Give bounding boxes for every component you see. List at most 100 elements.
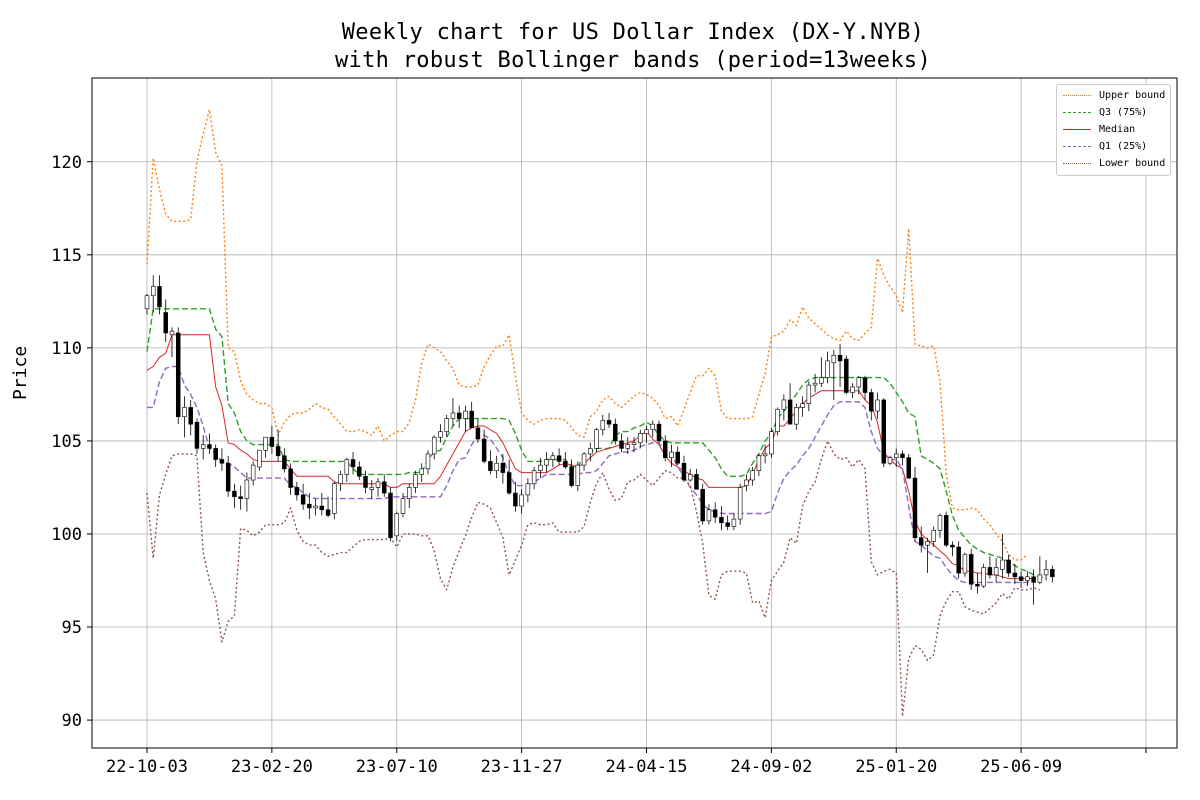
- candle-body: [369, 487, 375, 490]
- candlestick: [656, 420, 662, 443]
- candle-body: [388, 492, 393, 538]
- candle-body: [350, 459, 356, 468]
- candle-body: [694, 474, 699, 490]
- candlestick: [407, 483, 412, 508]
- candlestick: [750, 466, 755, 486]
- y-axis-label: Price: [10, 345, 31, 400]
- candle-body: [681, 462, 687, 481]
- candlestick: [906, 453, 911, 479]
- candle-body: [700, 489, 705, 522]
- candle-body: [469, 410, 474, 429]
- candle-body: [207, 444, 212, 449]
- x-tick-label: 24-04-15: [606, 757, 688, 777]
- candle-body: [500, 462, 506, 473]
- candlestick: [475, 418, 481, 443]
- candlestick: [700, 483, 705, 525]
- candlestick: [157, 275, 162, 315]
- candle-body: [775, 408, 780, 432]
- candle-body: [918, 537, 924, 546]
- candlestick: [762, 444, 768, 464]
- candlestick: [850, 383, 855, 399]
- candlestick: [781, 394, 787, 421]
- candlestick: [687, 468, 693, 482]
- x-tick-label: 25-01-20: [855, 757, 937, 777]
- candlestick: [1050, 565, 1055, 583]
- candlestick: [819, 357, 824, 387]
- candle-body: [175, 332, 181, 418]
- candle-body: [1025, 576, 1030, 581]
- candle-body: [744, 479, 749, 486]
- legend-label-median: Median: [1099, 123, 1136, 135]
- candlestick: [862, 375, 868, 400]
- candle-body: [538, 464, 543, 471]
- candlestick: [706, 504, 712, 525]
- candle-body: [831, 355, 837, 364]
- candle-body: [887, 457, 893, 464]
- candlestick: [812, 373, 818, 393]
- candle-body: [606, 420, 612, 425]
- candle-body: [257, 449, 262, 468]
- candle-body: [163, 312, 168, 334]
- candle-body: [531, 470, 537, 485]
- candlestick: [244, 472, 250, 512]
- candlestick: [232, 483, 237, 508]
- candlestick: [650, 420, 655, 438]
- candle-body: [662, 440, 668, 458]
- candlestick: [151, 275, 156, 313]
- candlestick: [613, 418, 618, 445]
- candlestick: [800, 396, 805, 417]
- candle-body: [419, 468, 424, 475]
- candle-body: [407, 487, 412, 499]
- x-tick-label: 23-02-20: [231, 757, 313, 777]
- candlestick: [288, 463, 293, 495]
- legend-swatch-q3: [1063, 111, 1091, 113]
- candlestick: [456, 405, 462, 428]
- candle-body: [200, 444, 206, 449]
- candlestick: [188, 399, 193, 436]
- candle-body: [750, 470, 755, 481]
- candle-body: [332, 483, 337, 514]
- candlestick: [1006, 554, 1011, 577]
- legend-swatch-q1: [1063, 145, 1091, 147]
- candle-body: [382, 481, 387, 494]
- candlestick: [975, 573, 980, 594]
- candle-body: [494, 462, 499, 471]
- candle-body: [1012, 572, 1018, 578]
- candle-body: [157, 286, 162, 308]
- candle-body: [943, 515, 949, 546]
- candlestick: [350, 452, 356, 475]
- candlestick: [669, 444, 674, 467]
- candle-body: [737, 487, 743, 520]
- candlestick: [544, 452, 549, 473]
- legend-item-lower: Lower bound: [1063, 155, 1165, 171]
- candlestick: [987, 556, 993, 579]
- candle-body: [594, 429, 599, 449]
- candlestick: [737, 483, 743, 525]
- candlestick: [257, 449, 262, 471]
- candlestick: [200, 435, 206, 460]
- candlestick: [837, 344, 843, 387]
- candlestick: [681, 455, 687, 482]
- candle-body: [937, 515, 943, 531]
- plot-frame: [91, 77, 1178, 749]
- candle-body: [425, 453, 431, 470]
- candle-body: [238, 496, 243, 499]
- y-tick-label: 110: [51, 339, 82, 359]
- candlestick: [369, 480, 375, 499]
- candlestick: [375, 478, 381, 497]
- candlestick: [194, 418, 200, 454]
- candlestick: [825, 351, 830, 384]
- candle-body: [563, 461, 568, 468]
- candlestick: [394, 511, 399, 542]
- candlestick: [450, 398, 456, 427]
- candlestick: [756, 453, 762, 477]
- candle-body: [169, 330, 175, 336]
- candlestick: [588, 442, 593, 462]
- band-series: [146, 108, 1047, 718]
- candlestick: [887, 455, 893, 466]
- candle-body: [894, 453, 899, 458]
- candle-body: [357, 466, 362, 477]
- candle-body: [450, 412, 456, 419]
- candle-body: [288, 468, 293, 488]
